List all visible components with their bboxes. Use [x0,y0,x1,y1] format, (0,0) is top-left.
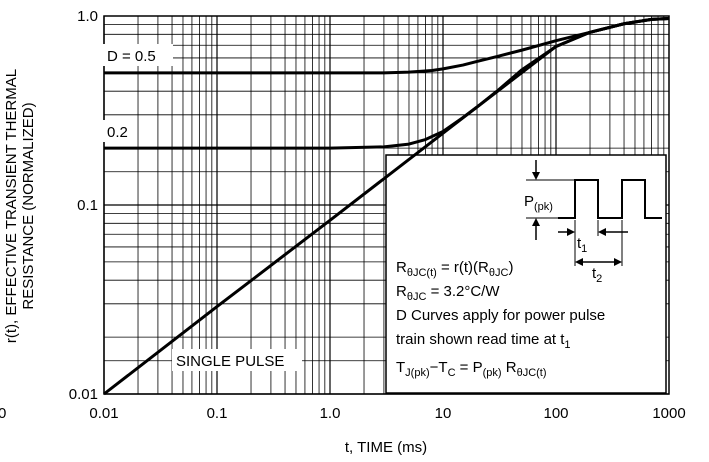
ppk-top-arrowhead [532,172,540,180]
label-bg-02 [103,120,133,142]
x-axis-label: t, TIME (ms) [345,439,427,456]
series-line-0 [104,17,670,75]
y-tick-label: 1.0 [77,8,98,25]
plot-frame [103,15,670,395]
x-tick-labels: 0.01 0.1 1.0 10 100 1000 [89,405,685,422]
t2-label: t2 [592,265,602,285]
t2-right-arrowhead [614,258,622,266]
series [103,17,670,396]
t1-label: t1 [577,235,587,255]
equation-tj: TJ(pk)−TC = P(pk) RθJC(t) [396,359,547,379]
stray-tick-label: 0 [0,405,6,422]
t2-left-arrowhead [575,258,583,266]
inset-legend-box: P(pk) t1 t2 RθJC(t) = r(t)(RθJC) RθJC = … [385,154,667,394]
y-axis-label-line2: RESISTANCE (NORMALIZED) [20,102,37,309]
ppk-bottom-arrowhead [532,218,540,226]
y-tick-label: 0.1 [77,197,98,214]
inset-background [385,154,667,394]
series-line-2 [103,17,670,396]
x-tick-label: 10 [435,405,452,422]
y-axis-label-line1: r(t), EFFECTIVE TRANSIENT THERMAL [3,69,20,343]
note-line-2: train shown read time at t1 [396,331,571,351]
x-tick-label: 1.0 [320,405,341,422]
curve-label-02: 0.2 [107,124,128,141]
y-tick-labels: 0.01 0.1 1.0 [69,8,98,403]
series-line-1 [104,17,670,150]
t1-left-arrowhead [567,228,575,236]
x-tick-label: 100 [543,405,568,422]
x-tick-label: 0.01 [89,405,118,422]
equation-rthjc-t: RθJC(t) = r(t)(RθJC) [396,259,513,279]
pulse-train-waveform [558,179,662,219]
t1-right-arrowhead [598,228,606,236]
label-bg-d05 [103,44,173,66]
equation-rthjc-value: RθJC = 3.2°C/W [396,283,500,303]
note-line-1: D Curves apply for power pulse [396,307,605,324]
curve-label-single-pulse: SINGLE PULSE [176,353,284,370]
y-tick-label: 0.01 [69,386,98,403]
x-tick-label: 1000 [652,405,685,422]
ppk-label: P(pk) [524,193,553,213]
curve-label-d05: D = 0.5 [107,48,156,65]
x-tick-label: 0.1 [207,405,228,422]
label-bg-single-pulse [172,349,302,371]
